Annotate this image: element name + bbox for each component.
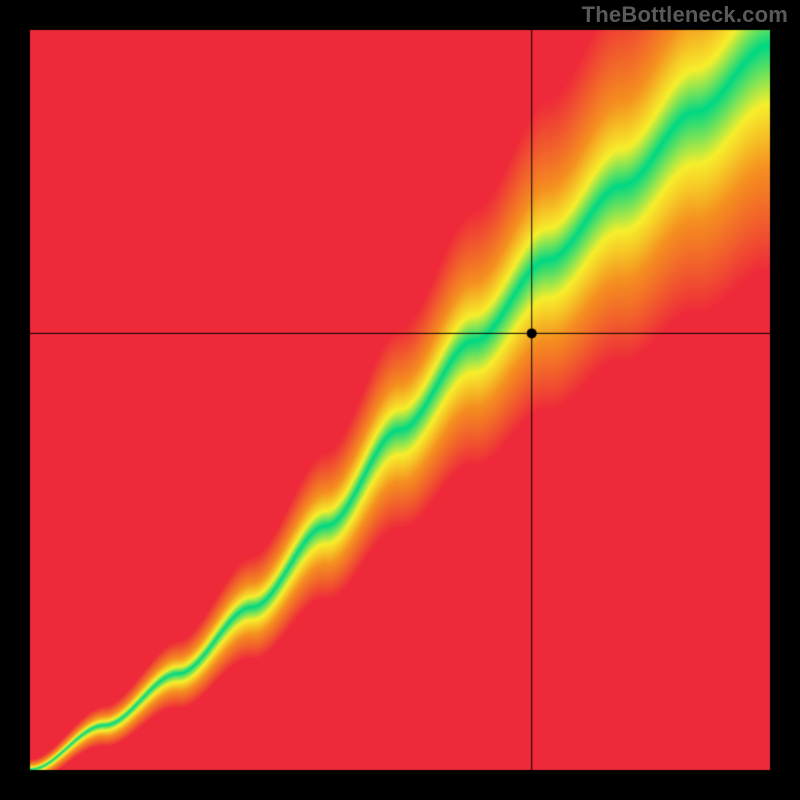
watermark-text: TheBottleneck.com <box>582 2 788 28</box>
chart-container: TheBottleneck.com <box>0 0 800 800</box>
bottleneck-heatmap <box>0 0 800 800</box>
